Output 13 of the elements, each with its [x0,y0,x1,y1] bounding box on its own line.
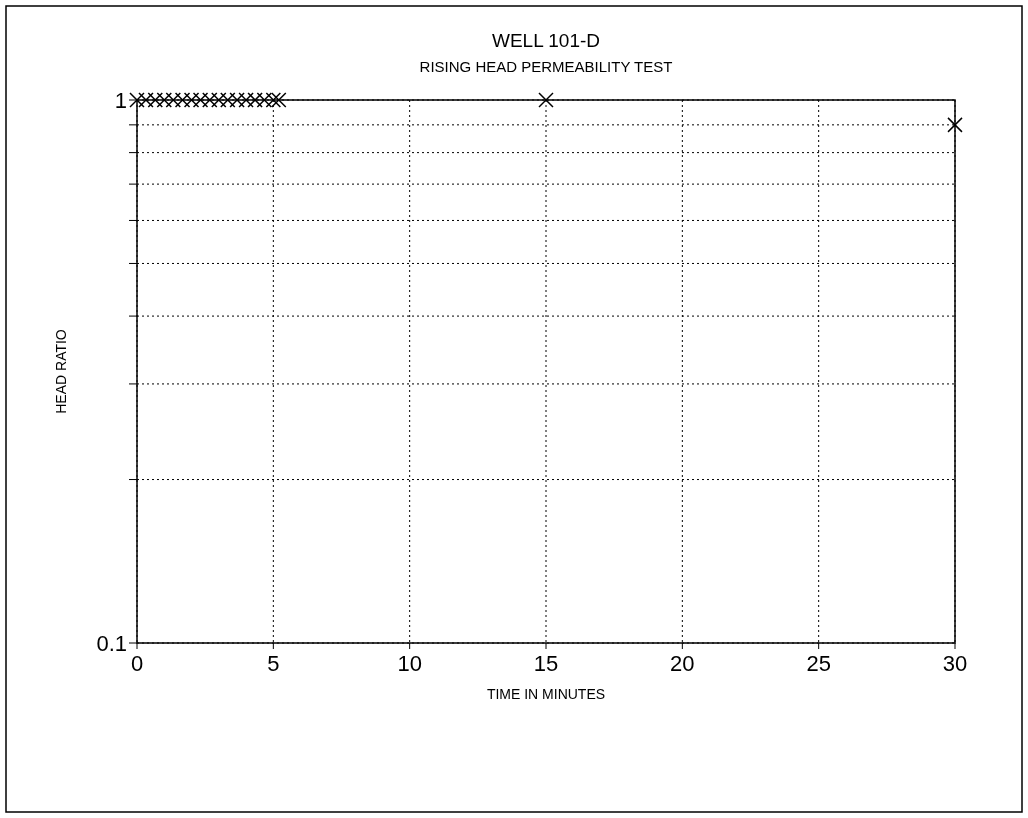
x-tick-label: 5 [267,651,280,676]
x-tick-label: 30 [942,651,968,676]
x-tick-label: 25 [806,651,831,676]
chart-title: WELL 101-D [491,30,601,51]
x-tick-label: 10 [397,651,422,676]
y-tick-label: 1 [114,88,127,113]
x-tick-label: 0 [130,651,144,676]
chart-subtitle: RISING HEAD PERMEABILITY TEST [419,58,673,75]
y-axis-title: HEAD RATIO [53,329,69,414]
x-tick-label: 15 [533,651,559,676]
x-tick-label: 20 [670,651,695,676]
y-tick-label: 0.1 [96,631,127,656]
x-axis-title: TIME IN MINUTES [486,686,606,702]
